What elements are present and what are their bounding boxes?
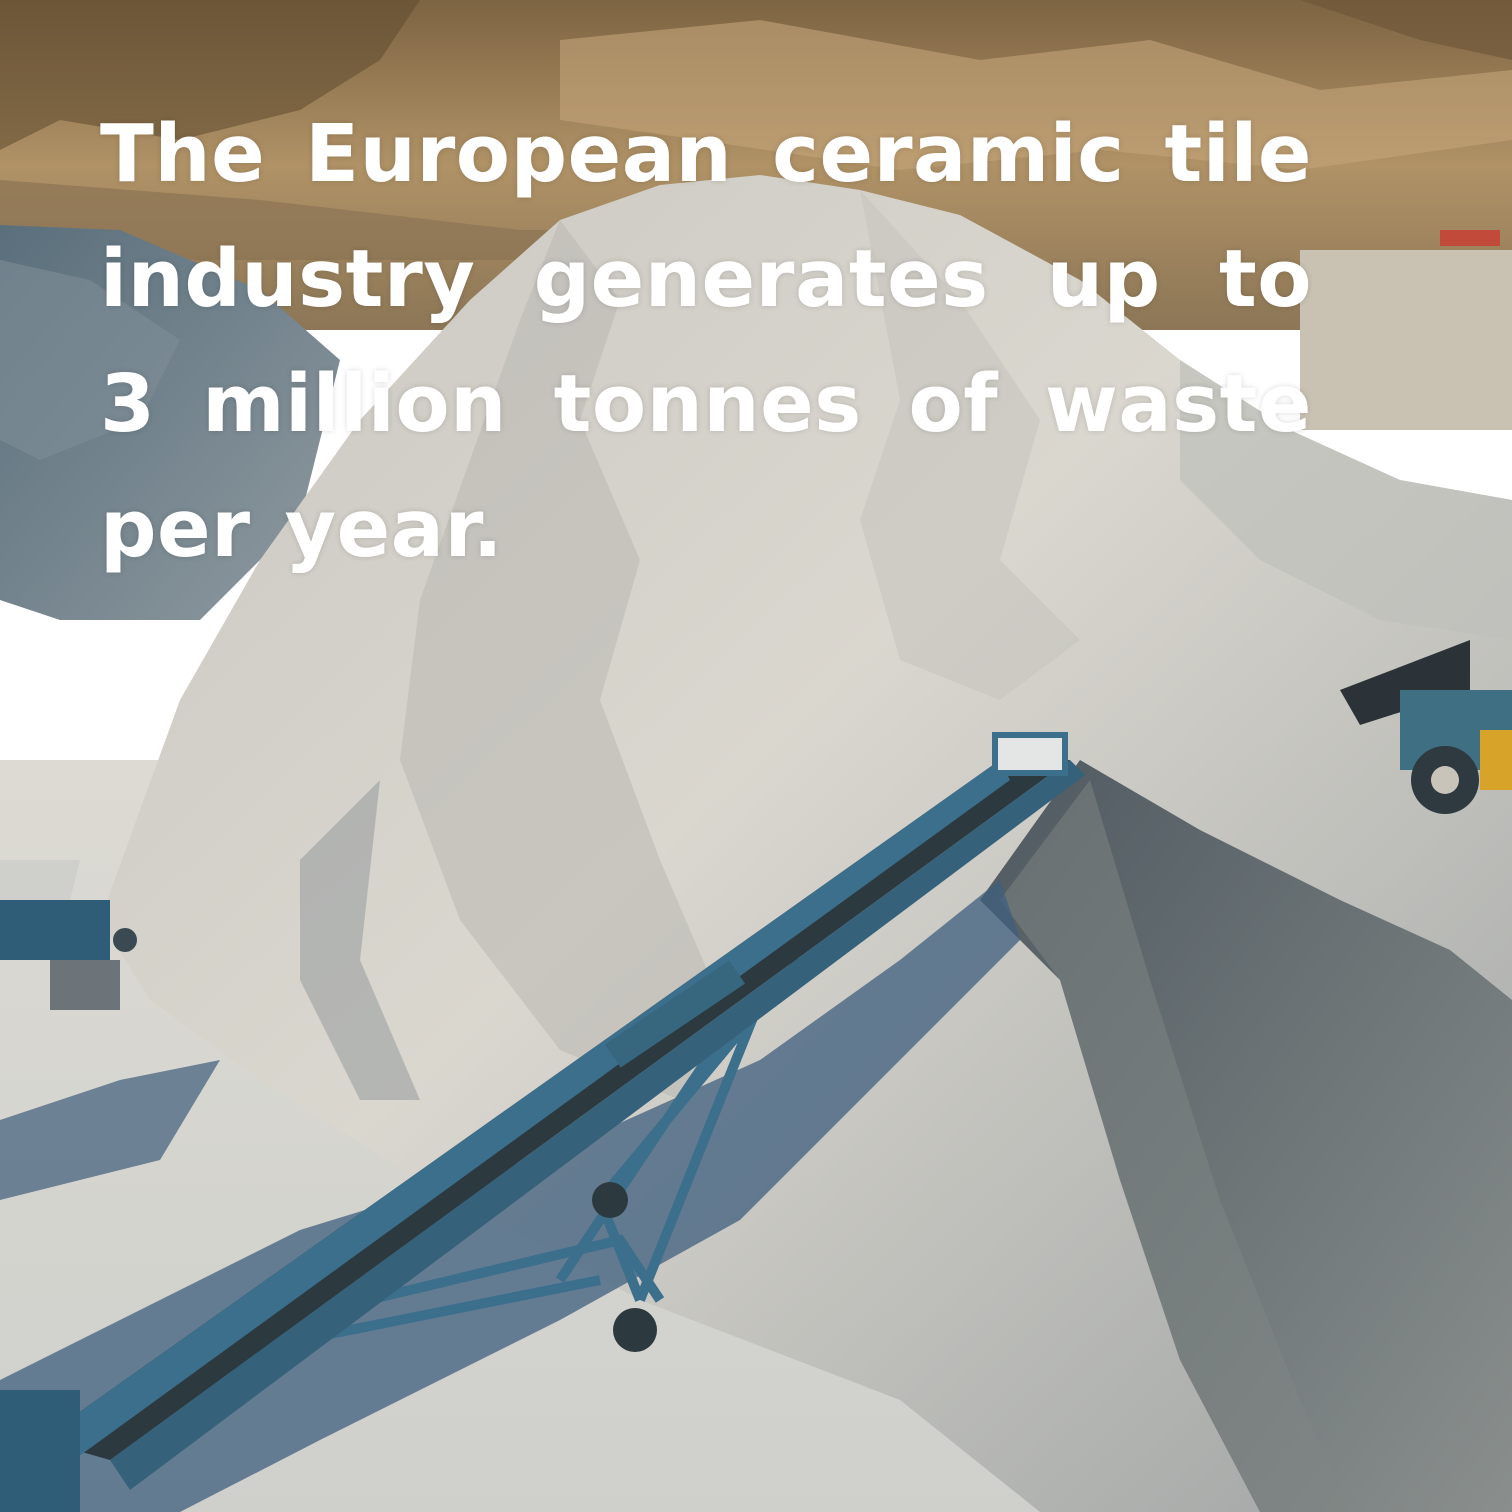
- hillside-shadow: [0, 0, 420, 150]
- wheel-loader: [1340, 640, 1512, 814]
- caption-text: The European ceramic tile industry gener…: [100, 108, 1312, 575]
- hopper-machine-left: [0, 860, 137, 1010]
- stockpile-ridge-shadow: [400, 220, 720, 1100]
- stacking-conveyor: [0, 732, 1085, 1512]
- yard-right: [1300, 250, 1512, 430]
- red-machinery: [1440, 230, 1500, 246]
